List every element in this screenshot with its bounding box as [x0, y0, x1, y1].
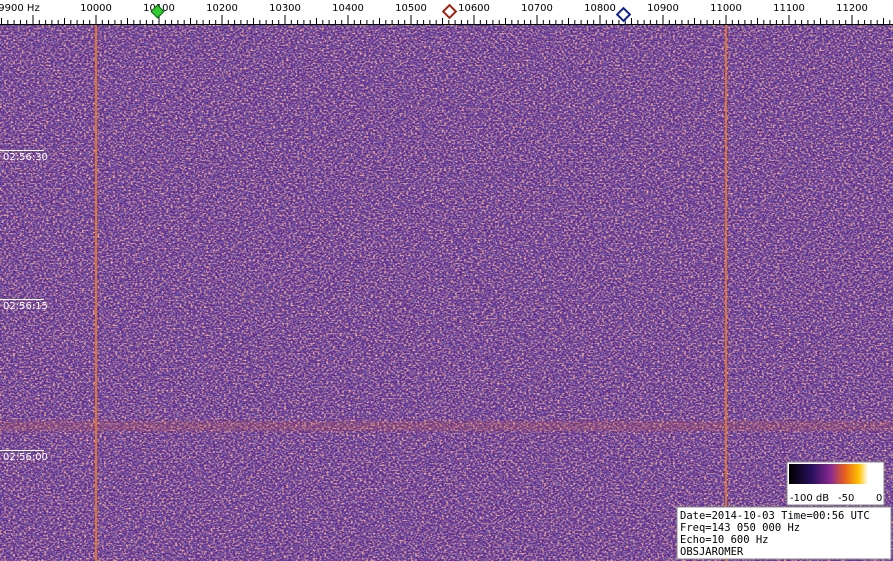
- meteor-echo-band: [0, 421, 893, 431]
- waterfall-noise: [0, 25, 893, 561]
- frequency-label: 11000: [710, 3, 742, 14]
- frequency-label: 10700: [521, 3, 553, 14]
- info-box: Date=2014-10-03 Time=00:56 UTC Freq=143 …: [676, 506, 892, 560]
- colorbar-label: -50: [838, 493, 854, 504]
- colorbar-label: 0: [876, 493, 882, 504]
- marker-green[interactable]: [150, 4, 165, 19]
- marker-blue[interactable]: [615, 6, 632, 23]
- colorbar-gradient: [789, 464, 882, 484]
- time-label: 02:56:30: [3, 152, 48, 163]
- carrier-line: [725, 25, 727, 561]
- frequency-label: 10900: [647, 3, 679, 14]
- frequency-label: 11200: [836, 3, 868, 14]
- frequency-label: 10500: [395, 3, 427, 14]
- info-line: Date=2014-10-03 Time=00:56 UTC: [680, 510, 870, 522]
- info-line: OBSJAROMER: [680, 546, 744, 558]
- info-line: Freq=143 050 000 Hz: [680, 522, 800, 534]
- info-box-bg: [676, 506, 892, 560]
- frequency-label: 11100: [773, 3, 805, 14]
- frequency-label: 10800: [584, 3, 616, 14]
- frequency-label: 10200: [206, 3, 238, 14]
- marker-red[interactable]: [441, 3, 458, 20]
- carrier-line: [95, 25, 97, 561]
- markers: [150, 3, 632, 23]
- time-label: 02:56:00: [3, 452, 48, 463]
- colorbar: -100 dB -50 0: [786, 461, 885, 506]
- colorbar-label: -100 dB: [790, 493, 829, 504]
- frequency-label: 10300: [269, 3, 301, 14]
- frequency-label: 10000: [80, 3, 112, 14]
- time-label: 02:56:15: [3, 301, 48, 312]
- frequency-label: 10400: [332, 3, 364, 14]
- frequency-label: 10600: [458, 3, 490, 14]
- info-line: Echo=10 600 Hz: [680, 534, 769, 546]
- frequency-label: 9900 Hz: [0, 3, 40, 14]
